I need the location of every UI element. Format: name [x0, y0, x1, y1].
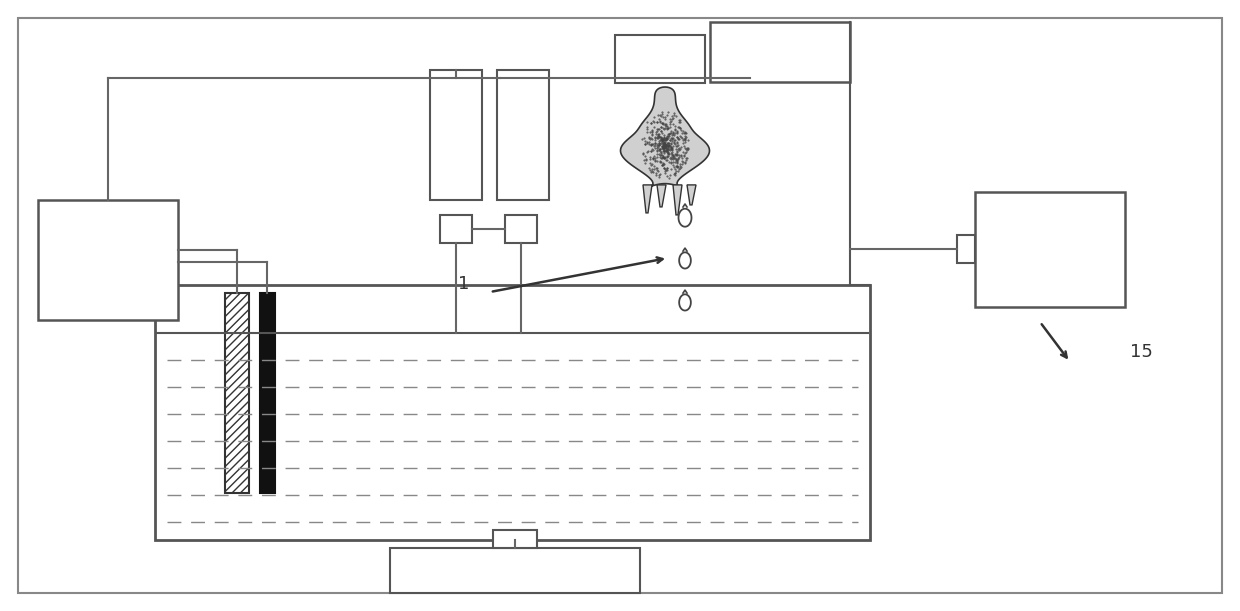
Polygon shape: [644, 185, 652, 213]
Bar: [391, 548, 640, 593]
Polygon shape: [678, 209, 692, 227]
Polygon shape: [620, 87, 709, 187]
Polygon shape: [680, 252, 691, 268]
Bar: [494, 530, 537, 548]
Bar: [155, 285, 870, 540]
Bar: [440, 215, 472, 243]
Bar: [975, 192, 1125, 307]
Text: 1: 1: [458, 275, 470, 293]
Bar: [260, 293, 275, 493]
Polygon shape: [680, 295, 691, 310]
Bar: [957, 235, 975, 263]
Bar: [497, 70, 549, 200]
Bar: [224, 293, 249, 493]
Polygon shape: [687, 185, 696, 205]
Bar: [430, 70, 482, 200]
Polygon shape: [657, 185, 666, 207]
Polygon shape: [673, 185, 682, 215]
Bar: [38, 200, 179, 320]
Bar: [615, 35, 706, 83]
Bar: [711, 22, 849, 82]
Text: 15: 15: [1130, 343, 1153, 361]
Bar: [505, 215, 537, 243]
